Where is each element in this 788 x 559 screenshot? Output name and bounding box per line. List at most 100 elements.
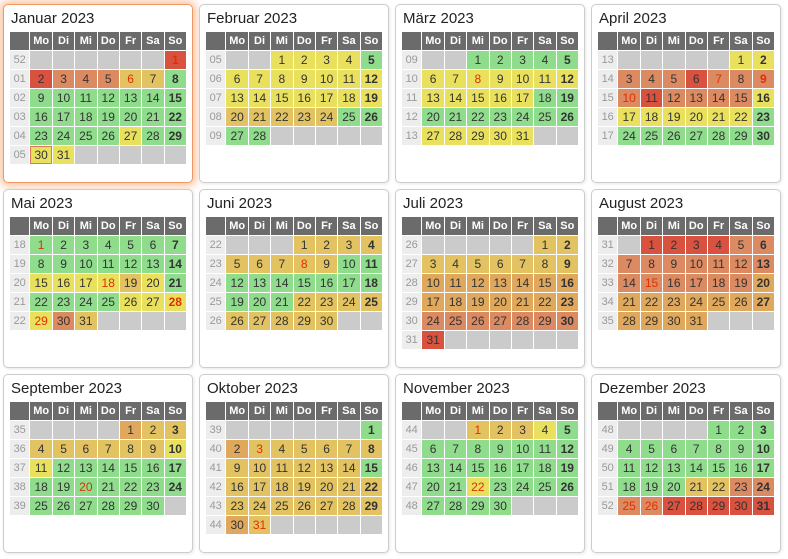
day-cell[interactable]: 29 bbox=[360, 497, 382, 515]
day-cell[interactable]: 28 bbox=[338, 497, 360, 515]
day-cell[interactable]: 3 bbox=[52, 70, 75, 88]
day-cell[interactable]: 24 bbox=[75, 293, 97, 311]
day-cell[interactable]: 9 bbox=[30, 89, 52, 107]
day-cell[interactable]: 31 bbox=[422, 331, 444, 349]
day-cell[interactable]: 8 bbox=[271, 70, 293, 88]
day-cell[interactable]: 26 bbox=[97, 127, 119, 145]
day-cell[interactable]: 8 bbox=[730, 70, 752, 88]
day-cell[interactable]: 4 bbox=[640, 70, 663, 88]
day-cell[interactable]: 22 bbox=[730, 108, 752, 126]
day-cell[interactable]: 9 bbox=[226, 459, 248, 477]
day-cell[interactable]: 17 bbox=[164, 459, 186, 477]
day-cell[interactable]: 25 bbox=[360, 293, 382, 311]
day-cell[interactable]: 18 bbox=[618, 478, 640, 496]
day-cell[interactable]: 4 bbox=[271, 440, 293, 458]
day-cell[interactable]: 6 bbox=[489, 255, 511, 273]
day-cell[interactable]: 17 bbox=[338, 274, 360, 292]
day-cell-holiday[interactable]: 15 bbox=[640, 274, 663, 292]
day-cell[interactable]: 1 bbox=[707, 421, 730, 439]
day-cell[interactable]: 25 bbox=[534, 108, 556, 126]
day-cell[interactable]: 31 bbox=[511, 127, 534, 145]
day-cell[interactable]: 9 bbox=[489, 440, 511, 458]
day-cell-holiday[interactable]: 28 bbox=[164, 293, 186, 311]
day-cell[interactable]: 23 bbox=[52, 293, 75, 311]
day-cell[interactable]: 5 bbox=[360, 51, 382, 69]
day-cell[interactable]: 9 bbox=[52, 255, 75, 273]
day-cell[interactable]: 7 bbox=[164, 236, 186, 254]
day-cell[interactable]: 13 bbox=[489, 274, 511, 292]
day-cell[interactable]: 3 bbox=[164, 421, 186, 439]
day-cell[interactable]: 5 bbox=[556, 51, 578, 69]
day-cell[interactable]: 8 bbox=[119, 440, 142, 458]
day-cell[interactable]: 6 bbox=[685, 70, 707, 88]
day-cell[interactable]: 17 bbox=[315, 89, 338, 107]
day-cell[interactable]: 9 bbox=[663, 255, 685, 273]
day-cell[interactable]: 27 bbox=[422, 127, 444, 145]
day-cell[interactable]: 27 bbox=[142, 293, 164, 311]
day-cell[interactable]: 10 bbox=[511, 70, 534, 88]
day-cell[interactable]: 30 bbox=[489, 497, 511, 515]
day-cell[interactable]: 3 bbox=[511, 51, 534, 69]
day-cell[interactable]: 9 bbox=[293, 70, 315, 88]
day-cell[interactable]: 30 bbox=[663, 312, 685, 330]
day-cell[interactable]: 19 bbox=[556, 459, 578, 477]
day-cell[interactable]: 15 bbox=[293, 274, 315, 292]
day-cell[interactable]: 12 bbox=[119, 255, 142, 273]
day-cell[interactable]: 1 bbox=[467, 51, 489, 69]
day-cell[interactable]: 26 bbox=[556, 108, 578, 126]
day-cell[interactable]: 11 bbox=[360, 255, 382, 273]
day-cell[interactable]: 18 bbox=[534, 89, 556, 107]
day-cell[interactable]: 4 bbox=[534, 421, 556, 439]
day-cell[interactable]: 4 bbox=[707, 236, 730, 254]
day-cell[interactable]: 18 bbox=[534, 459, 556, 477]
day-cell[interactable]: 31 bbox=[52, 146, 75, 164]
day-cell[interactable]: 19 bbox=[467, 293, 489, 311]
day-cell[interactable]: 2 bbox=[226, 440, 248, 458]
day-cell[interactable]: 14 bbox=[164, 255, 186, 273]
day-cell[interactable]: 30 bbox=[315, 312, 338, 330]
day-cell-holiday[interactable]: 8 bbox=[293, 255, 315, 273]
day-cell[interactable]: 23 bbox=[30, 127, 52, 145]
day-cell[interactable]: 13 bbox=[248, 274, 271, 292]
day-cell[interactable]: 17 bbox=[75, 274, 97, 292]
day-cell-holiday[interactable]: 9 bbox=[752, 70, 774, 88]
day-cell[interactable]: 27 bbox=[119, 127, 142, 145]
day-cell[interactable]: 5 bbox=[97, 70, 119, 88]
day-cell[interactable]: 14 bbox=[97, 459, 119, 477]
day-cell[interactable]: 11 bbox=[97, 255, 119, 273]
day-cell[interactable]: 1 bbox=[360, 421, 382, 439]
day-cell-holiday[interactable]: 6 bbox=[119, 70, 142, 88]
day-cell-holiday[interactable]: 18 bbox=[97, 274, 119, 292]
day-cell[interactable]: 16 bbox=[142, 459, 164, 477]
day-cell[interactable]: 22 bbox=[640, 293, 663, 311]
day-cell[interactable]: 31 bbox=[75, 312, 97, 330]
day-cell[interactable]: 16 bbox=[489, 459, 511, 477]
day-cell[interactable]: 21 bbox=[511, 293, 534, 311]
day-cell[interactable]: 22 bbox=[119, 478, 142, 496]
day-cell[interactable]: 8 bbox=[164, 70, 186, 88]
day-cell[interactable]: 29 bbox=[467, 127, 489, 145]
day-cell[interactable]: 13 bbox=[315, 459, 338, 477]
day-cell[interactable]: 16 bbox=[489, 89, 511, 107]
day-cell-holiday[interactable]: 1 bbox=[30, 236, 52, 254]
day-cell[interactable]: 14 bbox=[444, 459, 467, 477]
day-cell[interactable]: 20 bbox=[685, 108, 707, 126]
day-cell[interactable]: 10 bbox=[248, 459, 271, 477]
day-cell[interactable]: 30 bbox=[730, 497, 752, 515]
day-cell[interactable]: 2 bbox=[730, 421, 752, 439]
day-cell[interactable]: 15 bbox=[360, 459, 382, 477]
day-cell[interactable]: 25 bbox=[30, 497, 52, 515]
day-cell[interactable]: 11 bbox=[30, 459, 52, 477]
day-cell[interactable]: 11 bbox=[338, 70, 360, 88]
day-cell[interactable]: 2 bbox=[315, 236, 338, 254]
day-cell[interactable]: 19 bbox=[360, 89, 382, 107]
day-cell[interactable]: 3 bbox=[685, 236, 707, 254]
day-cell[interactable]: 19 bbox=[640, 478, 663, 496]
day-cell[interactable]: 19 bbox=[556, 89, 578, 107]
day-cell[interactable]: 17 bbox=[52, 108, 75, 126]
day-cell[interactable]: 8 bbox=[640, 255, 663, 273]
day-cell[interactable]: 27 bbox=[422, 497, 444, 515]
day-cell[interactable]: 7 bbox=[248, 70, 271, 88]
day-cell[interactable]: 29 bbox=[707, 497, 730, 515]
day-cell-holiday[interactable]: 20 bbox=[75, 478, 97, 496]
